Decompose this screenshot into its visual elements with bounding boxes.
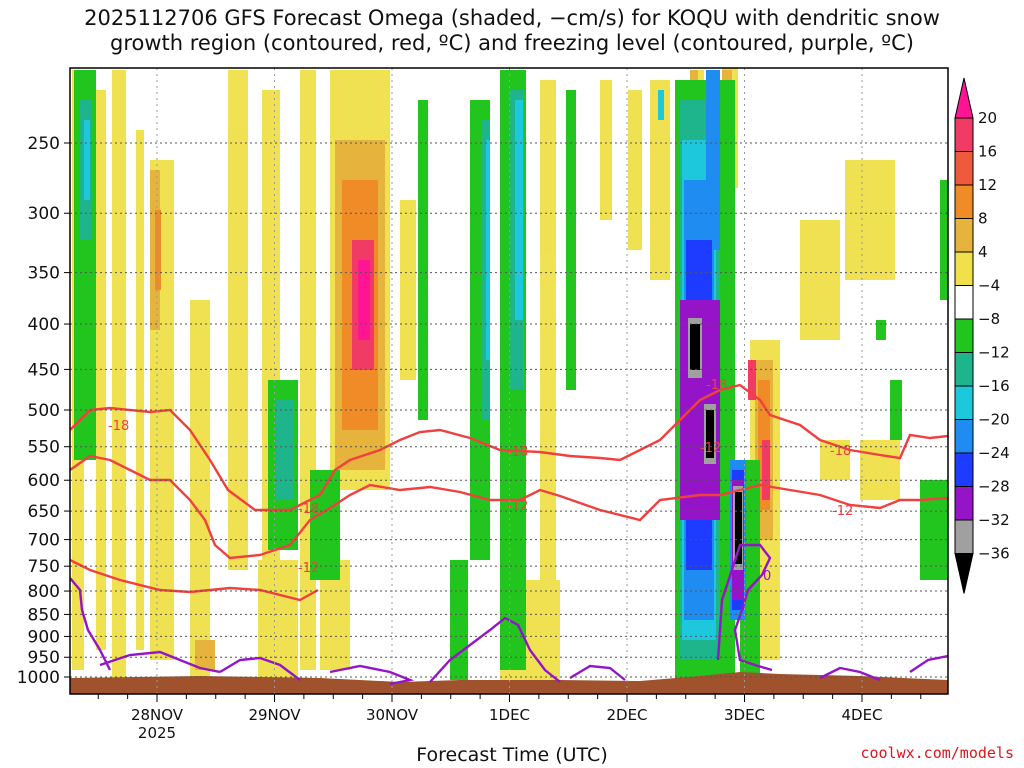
- colorbar-label: −4: [978, 277, 1000, 295]
- pressure-tick-label: 500: [28, 401, 60, 421]
- pressure-tick-label: 300: [28, 204, 60, 224]
- pressure-tick-label: 900: [28, 627, 60, 647]
- freezing-level-contours: [70, 543, 948, 686]
- colorbar-segment: [954, 452, 974, 487]
- pressure-tick-label: 350: [28, 264, 60, 284]
- colorbar-segment: [954, 318, 974, 353]
- time-tick-year-label: 2025: [138, 724, 176, 742]
- colorbar-segment: [954, 419, 974, 454]
- x-axis-title: Forecast Time (UTC): [416, 744, 608, 766]
- colorbar-segment: [954, 218, 974, 253]
- credit-text: coolwx.com/models: [860, 744, 1014, 762]
- time-tick-label: 30NOV: [366, 706, 419, 724]
- colorbar-segment: [954, 117, 974, 152]
- pressure-tick-label: 800: [28, 582, 60, 602]
- ground-surface: [70, 672, 948, 694]
- colorbar-segment: [954, 285, 974, 320]
- time-tick-label: 29NOV: [248, 706, 301, 724]
- contour-label: -12: [507, 499, 528, 514]
- contour-label: -18: [830, 444, 851, 459]
- pressure-tick-labels: 2503003504004505005506006507007508008509…: [17, 134, 70, 688]
- time-tick-label: 28NOV: [131, 706, 184, 724]
- time-tick-label: 1DEC: [489, 706, 530, 724]
- pressure-tick-label: 850: [28, 605, 60, 625]
- colorbar-label: 16: [978, 143, 997, 161]
- dgz-contour-labels: -18 -18 -18 -18 -18 -12 -12 -12 -12: [108, 378, 853, 576]
- colorbar-label: −24: [978, 444, 1010, 462]
- time-gridlines: [156, 68, 863, 694]
- chart-title: 2025112706 GFS Forecast Omega (shaded, −…: [0, 6, 1024, 56]
- contour-label: -18: [507, 445, 528, 460]
- colorbar-segment: [954, 251, 974, 286]
- pressure-tick-label: 250: [28, 134, 60, 154]
- pressure-tick-label: 700: [28, 531, 60, 551]
- colorbar-label: −28: [978, 478, 1010, 496]
- time-tick-label: 3DEC: [724, 706, 765, 724]
- time-tick-label: 2DEC: [606, 706, 647, 724]
- contour-label: -18: [706, 378, 727, 393]
- pressure-tick-label: 750: [28, 557, 60, 577]
- pressure-tick-label: 450: [28, 360, 60, 380]
- colorbar-label: −20: [978, 411, 1010, 429]
- colorbar-label: −16: [978, 377, 1010, 395]
- pressure-tick-label: 600: [28, 471, 60, 491]
- colorbar: [954, 77, 974, 594]
- colorbar-segment: [954, 352, 974, 387]
- contour-label: -12: [298, 561, 319, 576]
- colorbar-segment: [954, 151, 974, 186]
- contour-label: -12: [832, 504, 853, 519]
- colorbar-segment: [954, 385, 974, 420]
- colorbar-label: −12: [978, 344, 1010, 362]
- colorbar-label: 8: [978, 210, 988, 228]
- pressure-gridlines: [70, 142, 948, 678]
- colorbar-segment: [954, 519, 974, 554]
- pressure-tick-label: 950: [28, 648, 60, 668]
- pressure-tick-label: 650: [28, 502, 60, 522]
- colorbar-label: 12: [978, 176, 997, 194]
- colorbar-label: −8: [978, 310, 1000, 328]
- colorbar-bottom-arrow: [954, 553, 974, 594]
- colorbar-segment: [954, 184, 974, 219]
- contour-label: -18: [298, 502, 319, 517]
- pressure-tick-label: 1000: [17, 668, 60, 688]
- colorbar-label: −32: [978, 511, 1010, 529]
- colorbar-labels: 20 16 12 8 4 −4 −8 −12 −16 −20 −24 −28 −32 −36: [978, 109, 1010, 563]
- title-line-2: growth region (contoured, red, ºC) and f…: [110, 31, 914, 55]
- pressure-tick-label: 550: [28, 438, 60, 458]
- colorbar-top-arrow: [954, 77, 974, 119]
- colorbar-segment: [954, 486, 974, 521]
- freezing-level-label: 0: [763, 569, 771, 584]
- pressure-tick-label: 400: [28, 315, 60, 335]
- colorbar-label: 20: [978, 109, 997, 127]
- time-tick-label: 4DEC: [841, 706, 882, 724]
- colorbar-label: −36: [978, 545, 1010, 563]
- dgz-contours: [70, 383, 948, 602]
- title-line-1: 2025112706 GFS Forecast Omega (shaded, −…: [84, 6, 940, 30]
- colorbar-label: 4: [978, 243, 988, 261]
- contour-label: -12: [700, 441, 721, 456]
- contour-label: -18: [108, 419, 129, 434]
